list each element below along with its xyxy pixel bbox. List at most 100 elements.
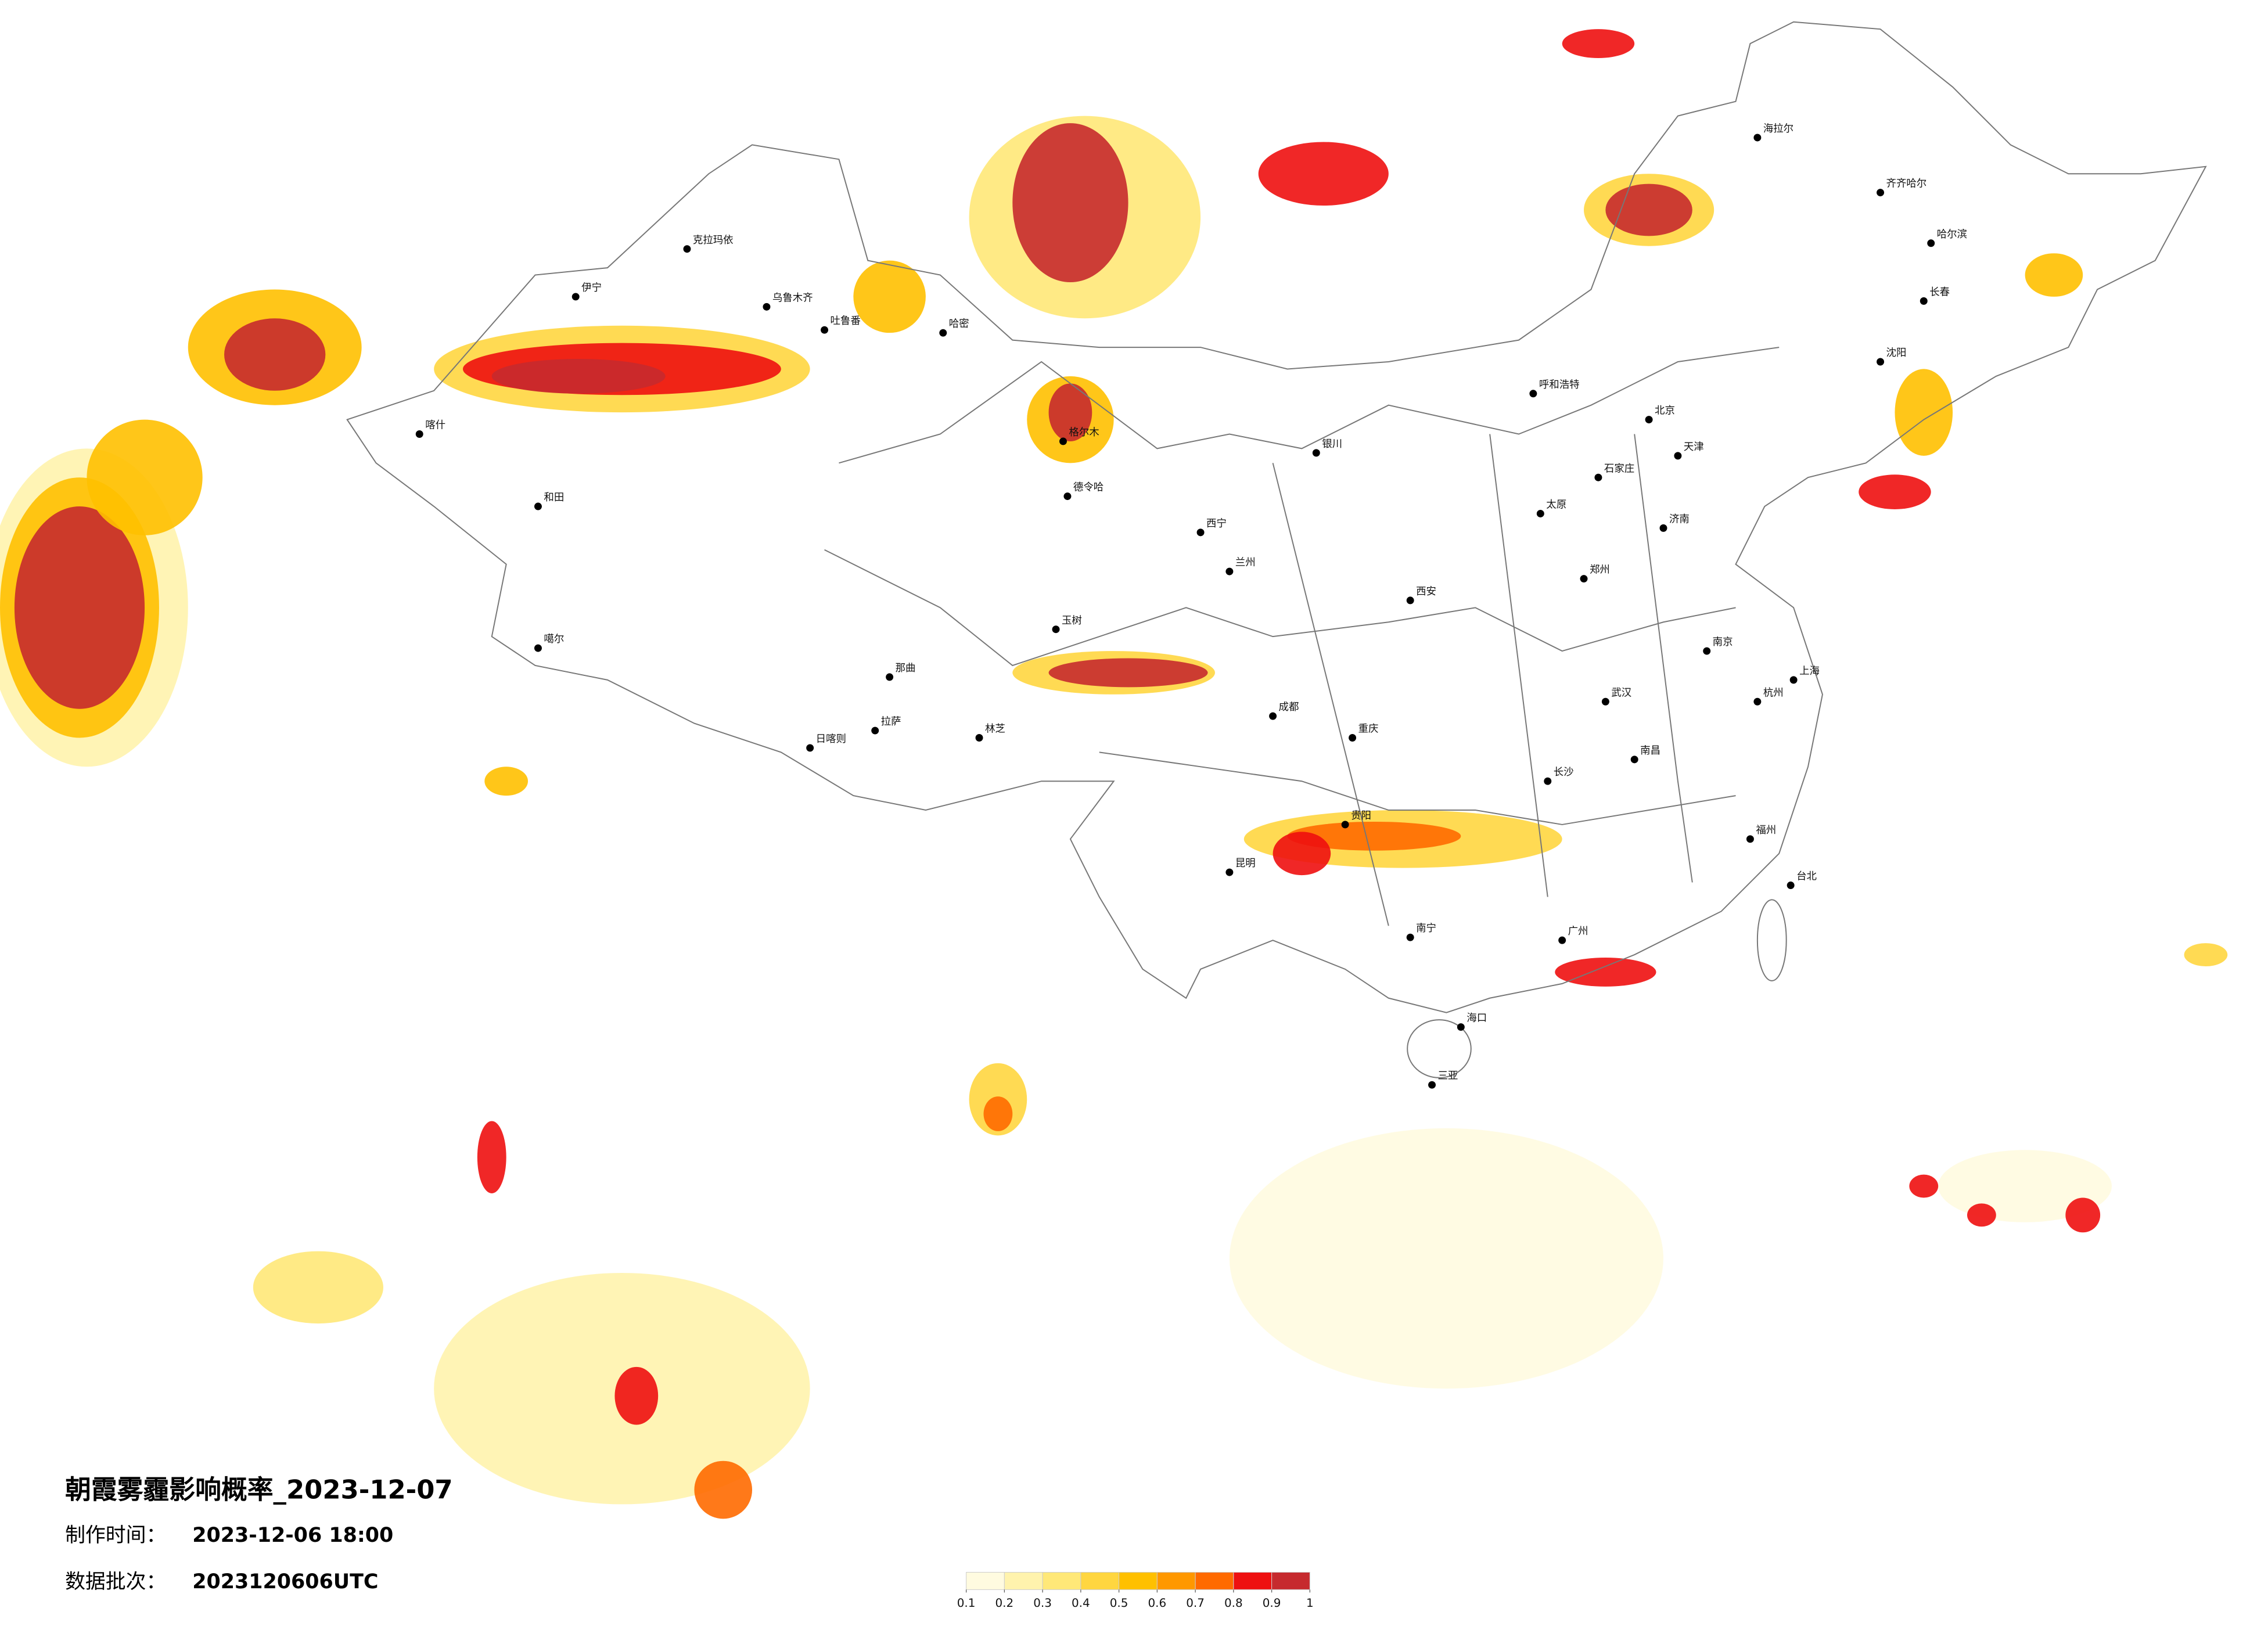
city-dot [1594, 473, 1602, 481]
city-dot [886, 673, 894, 681]
china-outline [346, 21, 2207, 1013]
city-dot [1225, 567, 1234, 575]
haze-area [2184, 943, 2228, 966]
city-label: 太原 [1546, 499, 1566, 511]
legend-swatch [1271, 1571, 1310, 1590]
city-label: 西宁 [1206, 518, 1227, 530]
province-border [1099, 751, 1736, 825]
haze-area [1048, 383, 1092, 441]
city-label: 台北 [1796, 871, 1817, 883]
city-label: 重庆 [1358, 724, 1379, 735]
legend-tick-label: 0.9 [1263, 1596, 1281, 1610]
city-label: 日喀则 [816, 733, 846, 745]
city-dot [1063, 492, 1072, 501]
city-label: 哈密 [949, 318, 969, 330]
city-dot [1920, 297, 1928, 305]
city-dot [1877, 189, 1885, 197]
legend-swatch [1119, 1571, 1158, 1590]
city-dot [1349, 734, 1357, 742]
city-dot [821, 326, 829, 334]
haze-area [87, 419, 203, 535]
city-label: 齐齐哈尔 [1886, 178, 1927, 190]
city-label: 上海 [1799, 665, 1820, 677]
city-dot [1312, 449, 1320, 457]
haze-area [1048, 658, 1208, 688]
legend-tick-label: 0.1 [957, 1596, 976, 1610]
haze-area [1967, 1203, 1996, 1227]
city-dot [1789, 676, 1798, 684]
haze-area [1287, 821, 1461, 851]
city-dot [1457, 1023, 1465, 1031]
city-label: 海拉尔 [1763, 123, 1793, 135]
city-label: 呼和浩特 [1539, 379, 1580, 391]
info-value: 2023120606UTC [192, 1570, 378, 1593]
city-label: 石家庄 [1604, 463, 1634, 474]
city-dot [572, 293, 580, 301]
legend-tick-label: 0.8 [1224, 1596, 1243, 1610]
city-label: 南宁 [1416, 923, 1436, 934]
haze-area [853, 260, 926, 333]
city-dot [1927, 239, 1935, 247]
info-value: 2023-12-06 18:00 [192, 1524, 393, 1547]
city-label: 广州 [1568, 926, 1588, 937]
haze-area [983, 1096, 1013, 1131]
hainan-outline [1407, 1019, 1472, 1078]
city-label: 昆明 [1235, 858, 1256, 869]
city-dot [1674, 452, 1682, 460]
info-label: 数据批次： [65, 1570, 166, 1593]
city-label: 福州 [1756, 825, 1776, 836]
province-border [1634, 434, 1693, 883]
haze-area [14, 506, 145, 709]
haze-area [1273, 832, 1331, 876]
city-dot [1269, 712, 1277, 720]
city-dot [1529, 390, 1537, 398]
city-dot [1703, 647, 1711, 655]
legend-swatch [1042, 1571, 1081, 1590]
haze-area [2025, 253, 2083, 297]
city-dot [975, 734, 983, 742]
legend-swatch [1080, 1571, 1120, 1590]
info-label: 制作时间： [65, 1524, 166, 1547]
city-label: 吐鲁番 [831, 315, 861, 327]
city-dot [1645, 416, 1653, 424]
haze-area [694, 1460, 753, 1519]
city-label: 三亚 [1437, 1070, 1458, 1082]
city-label: 克拉玛依 [693, 235, 734, 246]
city-label: 海口 [1467, 1013, 1487, 1024]
city-dot [1196, 528, 1205, 537]
city-dot [939, 329, 947, 337]
city-label: 成都 [1279, 702, 1299, 713]
haze-area [477, 1121, 506, 1193]
city-label: 喀什 [425, 420, 445, 431]
haze-area [1258, 142, 1389, 206]
legend-tick-label: 0.5 [1110, 1596, 1128, 1610]
legend-tick-label: 0.4 [1072, 1596, 1090, 1610]
city-label: 拉萨 [881, 716, 901, 728]
city-dot [534, 502, 542, 510]
legend-swatch [1233, 1571, 1273, 1590]
city-dot [683, 245, 691, 253]
city-label: 长春 [1929, 286, 1950, 298]
city-label: 银川 [1322, 438, 1342, 450]
city-dot [763, 303, 771, 311]
haze-area [1555, 958, 1656, 987]
haze-area [1012, 123, 1128, 283]
city-label: 南昌 [1640, 745, 1660, 757]
city-dot [1659, 524, 1667, 532]
city-dot [1746, 835, 1754, 843]
city-dot [1341, 821, 1349, 829]
map-title: 朝霞雾霾影响概率_2023-12-07 [65, 1474, 453, 1505]
city-dot [806, 744, 814, 752]
city-dot [1225, 868, 1234, 876]
city-label: 和田 [544, 492, 564, 503]
haze-area [1859, 474, 1931, 510]
haze-area [484, 767, 529, 796]
city-label: 那曲 [896, 663, 916, 674]
legend-swatch [1195, 1571, 1234, 1590]
city-dot [1052, 625, 1060, 634]
city-dot [1580, 575, 1588, 583]
city-label: 济南 [1669, 513, 1690, 525]
